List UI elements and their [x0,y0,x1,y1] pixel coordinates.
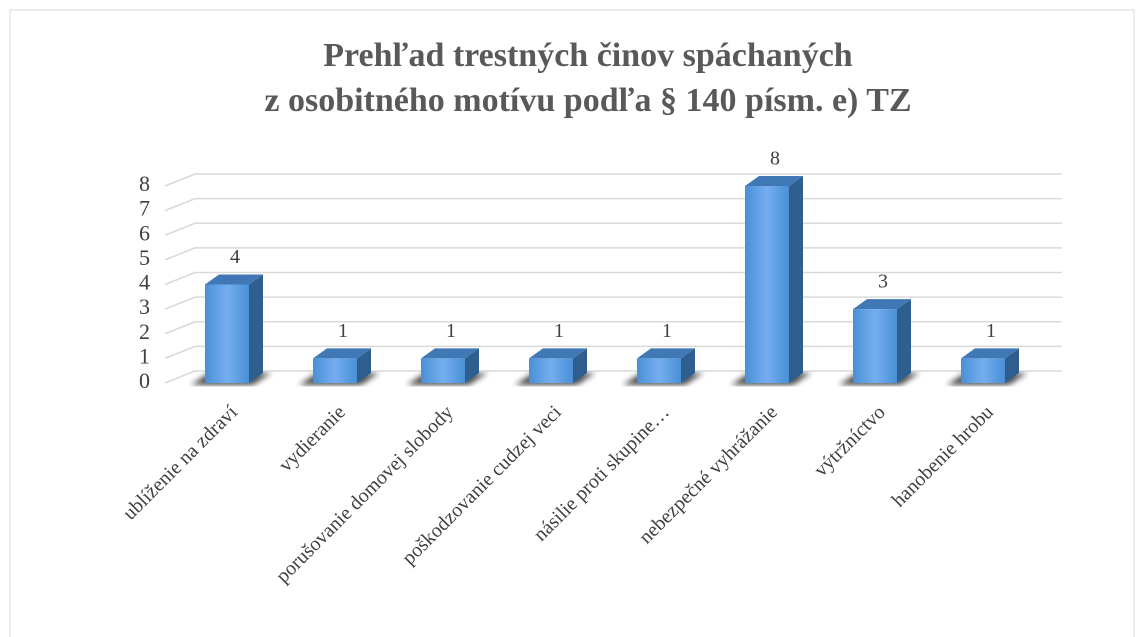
value-label: 4 [230,246,240,268]
chart-border [9,9,1135,637]
bar-face [961,348,1019,359]
bar-face [745,176,803,186]
bar [421,348,479,383]
bar-face [897,299,911,383]
bar-face [745,186,789,383]
bar-face [573,348,587,383]
bar-face [205,274,263,285]
value-label: 8 [770,148,780,170]
bar-face [421,348,479,359]
bar-face [313,358,357,383]
value-label: 1 [446,320,456,342]
y-tick-label: 5 [139,245,150,270]
bar [313,348,371,383]
bar-face [789,176,803,383]
value-label: 1 [986,320,996,342]
bar-face [421,358,465,383]
value-label: 1 [338,320,348,342]
bar [853,299,911,383]
bar-face [961,358,1005,383]
bar-face [249,274,263,383]
y-tick-label: 3 [139,294,150,319]
bar-face [205,284,249,383]
bar-face [313,348,371,359]
bar-face [637,348,695,359]
bar-face [853,309,897,383]
y-tick-label: 0 [139,368,150,393]
chart-title: z osobitného motívu podľa § 140 písm. e)… [264,82,911,119]
y-tick-label: 6 [139,220,150,245]
bar-face [681,348,695,383]
bar [205,274,263,383]
grid-line [164,173,1062,187]
bar [529,348,587,383]
bar [637,348,695,383]
y-tick-label: 4 [139,270,150,295]
value-label: 3 [878,271,888,293]
bar-face [357,348,371,383]
bar-face [529,358,573,383]
y-tick-label: 1 [139,343,150,368]
bar-face [853,299,911,310]
bar-face [465,348,479,383]
bar-face [637,358,681,383]
bar [961,348,1019,383]
y-tick-label: 2 [139,319,150,344]
bar [745,176,803,383]
y-tick-label: 8 [139,171,150,196]
chart-title: Prehľad trestných činov spáchaných [323,37,853,74]
bar-face [1005,348,1019,383]
value-label: 1 [554,320,564,342]
value-label: 1 [662,320,672,342]
bar-face [529,348,587,359]
y-tick-label: 7 [139,196,150,221]
